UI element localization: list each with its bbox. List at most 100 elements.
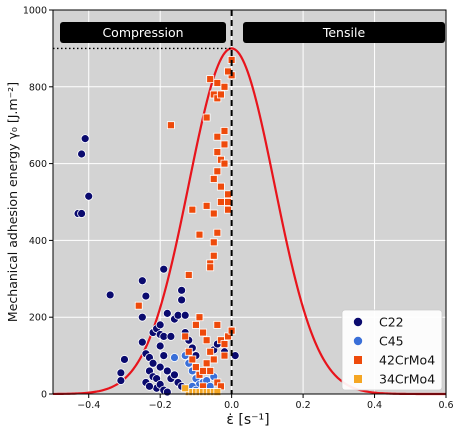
data-point-0-2: [77, 149, 86, 159]
data-point-2-25: [224, 190, 232, 199]
x-tick-label-1: −0.2: [149, 400, 172, 411]
data-point-0-6: [120, 355, 129, 364]
data-point-2-40: [199, 328, 207, 337]
legend-label-2: 42CrMo4: [379, 353, 435, 368]
data-point-2-9: [209, 175, 218, 183]
data-point-2-33: [209, 238, 218, 247]
legend-label-3: 34CrMo4: [379, 372, 435, 387]
data-point-2-12: [209, 251, 218, 260]
legend-marker-3: [354, 375, 362, 383]
data-point-0-5: [105, 290, 115, 300]
tensile-label: Tensile: [322, 25, 366, 40]
legend-marker-0: [353, 317, 363, 327]
data-point-0-28: [159, 264, 169, 274]
x-tick-label-3: 0.2: [296, 400, 311, 411]
data-point-0-9: [137, 276, 147, 286]
data-point-2-46: [220, 340, 229, 348]
data-point-2-43: [209, 355, 218, 364]
legend-label-0: C22: [379, 315, 404, 330]
y-tick-label-3: 600: [29, 159, 47, 170]
data-point-2-30: [224, 67, 232, 76]
x-axis-label: ε̇ [s⁻¹]: [226, 412, 269, 428]
data-point-2-10: [209, 209, 218, 218]
data-point-0-19: [155, 362, 165, 372]
data-point-2-0: [134, 301, 143, 310]
x-tick-label-5: 0.6: [438, 400, 453, 411]
data-point-2-21: [217, 198, 225, 206]
data-point-2-1: [166, 121, 175, 130]
data-point-2-41: [202, 336, 211, 345]
data-point-2-15: [217, 90, 225, 99]
data-point-2-20: [217, 182, 225, 191]
y-axis-label: Mechanical adhesion energy γ₀ [J.m⁻²]: [5, 82, 20, 322]
data-point-2-6: [202, 201, 211, 210]
data-point-2-23: [220, 140, 229, 149]
data-point-0-25: [155, 341, 165, 351]
data-point-2-4: [195, 230, 204, 239]
data-point-0-15: [148, 358, 158, 368]
data-point-2-13: [213, 79, 222, 87]
data-point-2-5: [202, 113, 211, 122]
data-point-2-22: [220, 127, 229, 135]
data-point-2-17: [213, 148, 222, 156]
legend-marker-2: [354, 356, 362, 364]
data-point-1-0: [170, 353, 179, 362]
y-tick-label-1: 200: [29, 313, 47, 324]
data-point-2-7: [206, 75, 215, 84]
data-point-0-12: [137, 337, 147, 347]
data-point-2-2: [184, 271, 193, 279]
data-point-0-8: [116, 376, 126, 385]
data-point-2-42: [206, 347, 215, 356]
data-point-2-36: [184, 347, 193, 356]
data-point-2-47: [220, 351, 229, 360]
y-tick-label-5: 1000: [23, 6, 47, 17]
data-point-2-51: [202, 359, 211, 368]
data-point-2-38: [192, 363, 200, 372]
y-tick-label-4: 800: [29, 82, 47, 93]
legend-box: [341, 309, 443, 391]
data-point-2-55: [195, 313, 204, 322]
data-point-2-26: [224, 198, 232, 206]
data-point-0-4: [84, 191, 94, 201]
y-tick-label-0: 0: [41, 390, 47, 401]
data-point-3-9: [181, 384, 190, 393]
data-point-0-34: [180, 310, 190, 320]
x-tick-label-0: −0.4: [77, 400, 100, 411]
data-point-2-35: [181, 332, 190, 341]
data-point-0-10: [141, 291, 151, 301]
data-point-2-34: [206, 263, 215, 272]
data-point-2-44: [213, 320, 222, 329]
data-point-0-7: [116, 368, 126, 378]
data-point-0-3: [80, 134, 90, 144]
data-point-0-41: [170, 370, 179, 380]
plot-frame: [52, 9, 447, 395]
data-point-0-26: [159, 351, 169, 361]
data-point-2-3: [188, 205, 197, 214]
data-point-0-22: [155, 320, 165, 330]
data-point-0-39: [162, 366, 172, 376]
data-point-0-32: [177, 295, 187, 305]
tensile-banner: [243, 22, 445, 43]
legend-marker-1: [353, 336, 363, 346]
data-point-0-11: [137, 312, 147, 322]
data-point-0-27: [162, 308, 172, 318]
data-point-0-33: [177, 285, 187, 295]
compression-banner: [60, 22, 226, 43]
legend-label-1: C45: [379, 334, 404, 349]
x-tick-label-4: 0.4: [367, 400, 382, 411]
data-point-2-16: [213, 132, 222, 141]
data-point-2-52: [206, 367, 215, 375]
data-point-0-1: [77, 209, 86, 218]
plot-area: Compression Tensile −0.4 −0.2 0.0 0.2 0.4 0.6 0 2…: [23, 6, 454, 412]
y-tick-label-2: 400: [29, 236, 47, 247]
data-point-2-56: [192, 320, 200, 329]
data-point-2-50: [199, 367, 207, 375]
compression-label: Compression: [102, 25, 183, 40]
data-point-0-29: [166, 331, 176, 341]
data-point-2-37: [188, 355, 197, 364]
data-point-0-53: [162, 387, 172, 397]
data-point-0-50: [145, 381, 154, 391]
data-point-2-24: [220, 159, 229, 168]
